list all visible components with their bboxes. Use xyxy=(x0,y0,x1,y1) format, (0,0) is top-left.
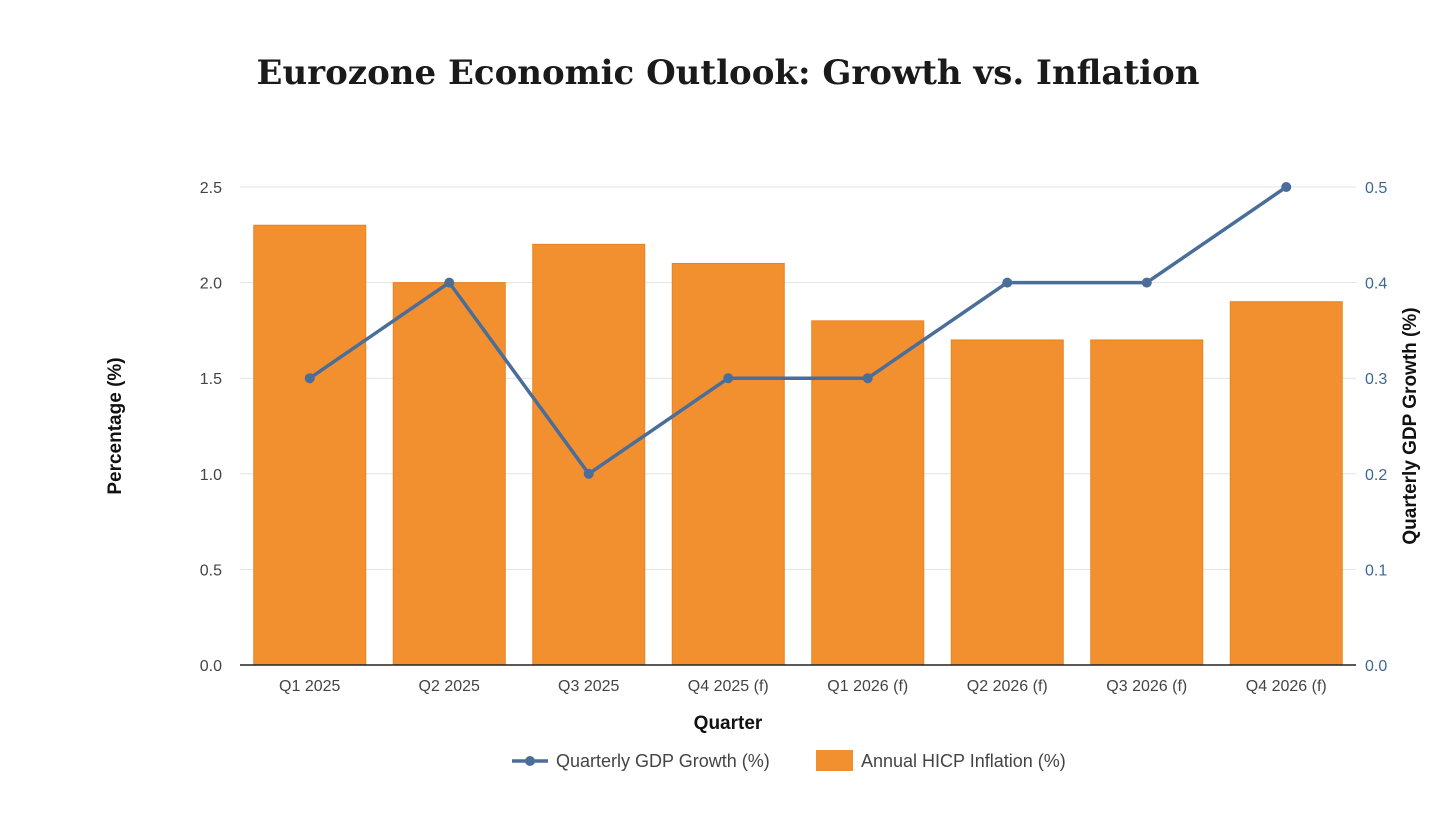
inflation-bar[interactable] xyxy=(532,243,646,666)
x-tick-label: Q2 2025 xyxy=(419,678,480,695)
legend-label-gdp: Quarterly GDP Growth (%) xyxy=(556,751,770,771)
line-series xyxy=(304,182,1292,479)
right-y-axis-ticks: 0.0 0.1 0.2 0.3 0.4 0.5 xyxy=(1365,180,1387,675)
gdp-growth-point[interactable] xyxy=(304,373,315,384)
left-y-tick-label: 2.0 xyxy=(200,276,222,293)
left-y-tick-label: 1.0 xyxy=(200,467,222,484)
right-y-axis-title: Quarterly GDP Growth (%) xyxy=(1400,307,1421,544)
gdp-growth-point[interactable] xyxy=(723,373,734,384)
bar-series xyxy=(253,224,1343,666)
x-tick-label: Q4 2025 (f) xyxy=(688,678,769,695)
right-y-tick-label: 0.2 xyxy=(1365,467,1387,484)
gdp-growth-point[interactable] xyxy=(583,468,594,479)
left-y-tick-label: 1.5 xyxy=(200,371,222,388)
right-y-tick-label: 0.0 xyxy=(1365,658,1387,675)
legend: Quarterly GDP Growth (%) Annual HICP Inf… xyxy=(512,750,1066,771)
x-axis-title: Quarter xyxy=(694,713,763,734)
x-tick-label: Q2 2026 (f) xyxy=(967,678,1048,695)
gdp-growth-point[interactable] xyxy=(1281,182,1292,192)
inflation-bar[interactable] xyxy=(671,262,785,666)
gdp-growth-point[interactable] xyxy=(1141,277,1152,288)
inflation-bar[interactable] xyxy=(253,224,367,666)
gdp-growth-point[interactable] xyxy=(862,373,873,384)
inflation-bar[interactable] xyxy=(950,339,1064,666)
inflation-bar[interactable] xyxy=(1229,301,1343,666)
left-y-axis-ticks: 0.0 0.5 1.0 1.5 2.0 2.5 xyxy=(200,180,222,675)
inflation-bar[interactable] xyxy=(811,320,925,666)
left-y-axis-title: Percentage (%) xyxy=(105,357,126,494)
inflation-bar[interactable] xyxy=(392,282,506,666)
legend-item-inflation[interactable]: Annual HICP Inflation (%) xyxy=(816,750,1066,771)
right-y-tick-label: 0.4 xyxy=(1365,276,1387,293)
gdp-growth-point[interactable] xyxy=(1002,277,1013,288)
x-tick-label: Q4 2026 (f) xyxy=(1246,678,1327,695)
x-tick-label: Q3 2025 xyxy=(558,678,619,695)
legend-line-marker xyxy=(525,756,535,766)
right-y-tick-label: 0.3 xyxy=(1365,371,1387,388)
left-y-tick-label: 0.0 xyxy=(200,658,222,675)
x-tick-label: Q1 2026 (f) xyxy=(827,678,908,695)
gdp-growth-line xyxy=(308,185,1288,476)
legend-label-inflation: Annual HICP Inflation (%) xyxy=(861,751,1066,771)
x-axis-ticks: Q1 2025 Q2 2025 Q3 2025 Q4 2025 (f) Q1 2026 … xyxy=(279,678,1327,695)
left-y-tick-label: 2.5 xyxy=(200,180,222,197)
x-tick-label: Q3 2026 (f) xyxy=(1106,678,1187,695)
gdp-growth-point[interactable] xyxy=(444,277,455,288)
left-y-tick-label: 0.5 xyxy=(200,562,222,579)
right-y-tick-label: 0.1 xyxy=(1365,562,1387,579)
legend-item-gdp[interactable]: Quarterly GDP Growth (%) xyxy=(512,751,770,771)
x-tick-label: Q1 2025 xyxy=(279,678,340,695)
legend-bar-swatch xyxy=(816,750,853,771)
right-y-tick-label: 0.5 xyxy=(1365,180,1387,197)
inflation-bar[interactable] xyxy=(1090,339,1204,666)
chart-title: Eurozone Economic Outlook: Growth vs. In… xyxy=(257,53,1200,93)
